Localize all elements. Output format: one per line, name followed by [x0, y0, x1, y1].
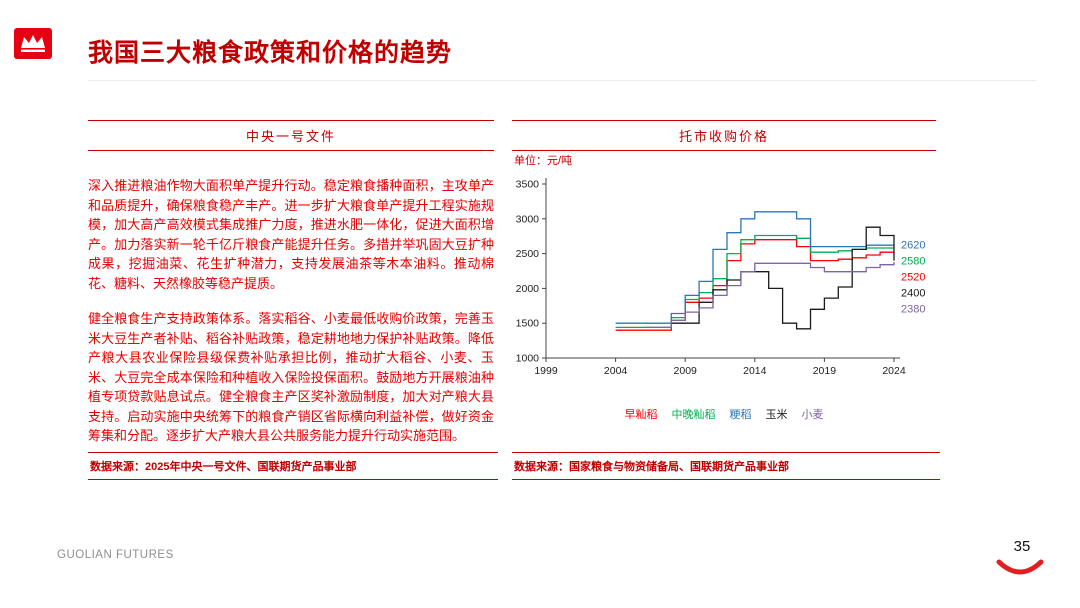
legend-item-3: 粳稻	[729, 409, 752, 421]
legend-item-5: 小麦	[801, 409, 824, 421]
series-end-label: 2380	[901, 304, 925, 316]
x-tick-label: 2019	[813, 365, 837, 377]
legend-item-4: 玉米	[765, 409, 788, 421]
y-tick-label: 1000	[516, 353, 540, 365]
y-tick-label: 3000	[516, 213, 540, 225]
x-tick-label: 2009	[674, 365, 698, 377]
y-tick-label: 1500	[516, 318, 540, 330]
right-data-source: 数据来源：国家粮食与物资储备局、国联期货产品事业部	[512, 452, 940, 480]
company-name: GUOLIAN FUTURES	[57, 549, 174, 561]
y-tick-label: 2500	[516, 248, 540, 260]
legend-item-1: 早籼稻	[624, 409, 658, 421]
series-line-3	[615, 211, 894, 324]
right-section-header: 托市收购价格	[512, 120, 936, 151]
series-line-5	[643, 262, 895, 329]
y-tick-label: 3500	[516, 179, 540, 191]
x-tick-label: 2024	[882, 365, 906, 377]
left-data-source: 数据来源：2025年中央一号文件、国联期货产品事业部	[88, 452, 498, 480]
page-number-arc-icon	[996, 559, 1044, 575]
policy-paragraph-2: 健全粮食生产支持政策体系。落实稻谷、小麦最低收购价政策，完善玉米大豆生产者补贴、…	[88, 311, 494, 443]
legend-item-2: 中晚籼稻	[671, 409, 716, 421]
x-tick-label: 2014	[743, 365, 767, 377]
policy-text-block: 深入推进粮油作物大面积单产提升行动。稳定粮食播种面积，主攻单产和品质提升，确保粮…	[88, 176, 494, 462]
left-section-header: 中央一号文件	[88, 120, 494, 151]
policy-paragraph-1: 深入推进粮油作物大面积单产提升行动。稳定粮食播种面积，主攻单产和品质提升，确保粮…	[88, 178, 494, 291]
x-tick-label: 2004	[604, 365, 628, 377]
series-line-4	[671, 226, 895, 330]
company-crown-logo-icon	[14, 28, 52, 59]
chart-legend: 早籼稻 中晚籼稻 粳稻 玉米 小麦	[512, 406, 936, 422]
y-tick-label: 2000	[516, 283, 540, 295]
series-line-1	[615, 239, 894, 331]
x-tick-label: 1999	[534, 365, 558, 377]
page-title: 我国三大粮食政策和价格的趋势	[88, 39, 453, 67]
series-end-label: 2620	[901, 240, 925, 252]
price-chart: 1000 1500 2000 2500 3000 3500 1999 2004 2009 2014…	[516, 178, 925, 377]
series-end-label: 2520	[901, 272, 925, 284]
title-divider	[88, 80, 1036, 81]
chart-unit-label: 单位：元/吨	[514, 155, 573, 167]
series-line-2	[615, 234, 894, 329]
series-end-label: 2580	[901, 256, 925, 268]
series-end-label: 2400	[901, 288, 925, 300]
page-number: 35	[1013, 538, 1031, 555]
